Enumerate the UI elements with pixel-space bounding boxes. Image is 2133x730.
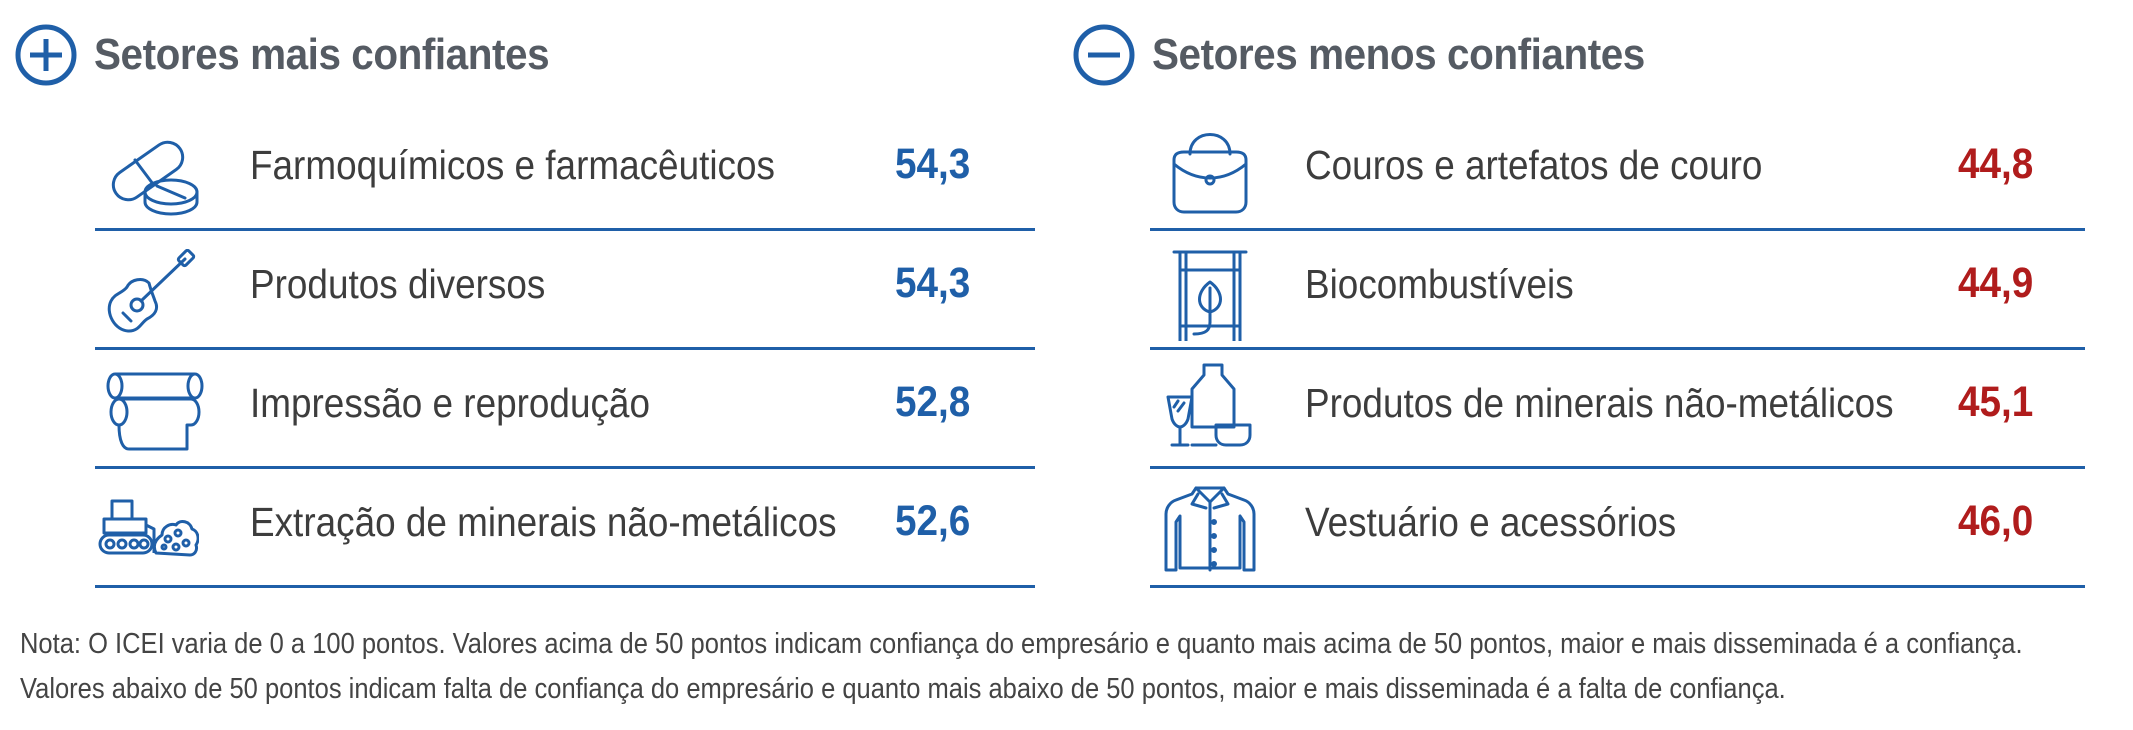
sector-label: Produtos diversos [250, 261, 546, 307]
sector-label: Produtos de minerais não-metálicos [1305, 380, 1894, 426]
footnote: Nota: O ICEI varia de 0 a 100 pontos. Va… [20, 622, 2023, 712]
pills-icon [111, 140, 199, 216]
handbag-icon [1172, 133, 1248, 214]
sector-label: Farmoquímicos e farmacêuticos [250, 142, 775, 188]
sector-label: Biocombustíveis [1305, 261, 1574, 307]
sector-value: 52,6 [895, 497, 971, 545]
sector-label: Vestuário e acessórios [1305, 499, 1677, 545]
plus-circle-icon [15, 24, 77, 86]
least-confident-title: Setores menos confiantes [1152, 30, 1645, 79]
sector-value: 54,3 [895, 140, 971, 188]
sector-value: 44,8 [1958, 140, 2034, 188]
glassware-icon [1166, 363, 1252, 447]
most-confident-header: Setores mais confiantes [14, 20, 589, 90]
list-item: Extração de minerais não-metálicos 52,6 [95, 469, 1035, 588]
most-confident-title: Setores mais confiantes [94, 30, 550, 79]
list-item: Biocombustíveis 44,9 [1150, 231, 2085, 350]
sector-label: Couros e artefatos de couro [1305, 142, 1763, 188]
sector-value: 44,9 [1958, 259, 2034, 307]
least-confident-header: Setores menos confiantes [1072, 20, 1688, 90]
list-item: Produtos de minerais não-metálicos 45,1 [1150, 350, 2085, 469]
list-item: Farmoquímicos e farmacêuticos 54,3 [95, 112, 1035, 231]
sector-value: 52,8 [895, 378, 971, 426]
most-confident-list: Farmoquímicos e farmacêuticos 54,3 Produ… [95, 112, 1035, 588]
least-confident-list: Couros e artefatos de couro 44,8 [1150, 112, 2085, 588]
sector-label: Extração de minerais não-metálicos [250, 499, 837, 545]
paper-roll-icon [106, 372, 204, 451]
list-item: Vestuário e acessórios 46,0 [1150, 469, 2085, 588]
list-item: Produtos diversos 54,3 [95, 231, 1035, 350]
list-item: Impressão e reprodução 52,8 [95, 350, 1035, 469]
minus-circle-icon [1073, 24, 1135, 86]
sector-value: 45,1 [1958, 378, 2034, 426]
sector-label: Impressão e reprodução [250, 380, 650, 426]
biofuel-barrel-icon [1172, 250, 1248, 341]
shirt-icon [1164, 486, 1256, 572]
guitar-icon [107, 249, 196, 333]
bulldozer-icon [98, 499, 199, 557]
footnote-line-2: Valores abaixo de 50 pontos indicam falt… [20, 673, 1786, 705]
list-item: Couros e artefatos de couro 44,8 [1150, 112, 2085, 231]
footnote-line-1: Nota: O ICEI varia de 0 a 100 pontos. Va… [20, 628, 2023, 660]
sector-value: 46,0 [1958, 497, 2034, 545]
sector-value: 54,3 [895, 259, 971, 307]
